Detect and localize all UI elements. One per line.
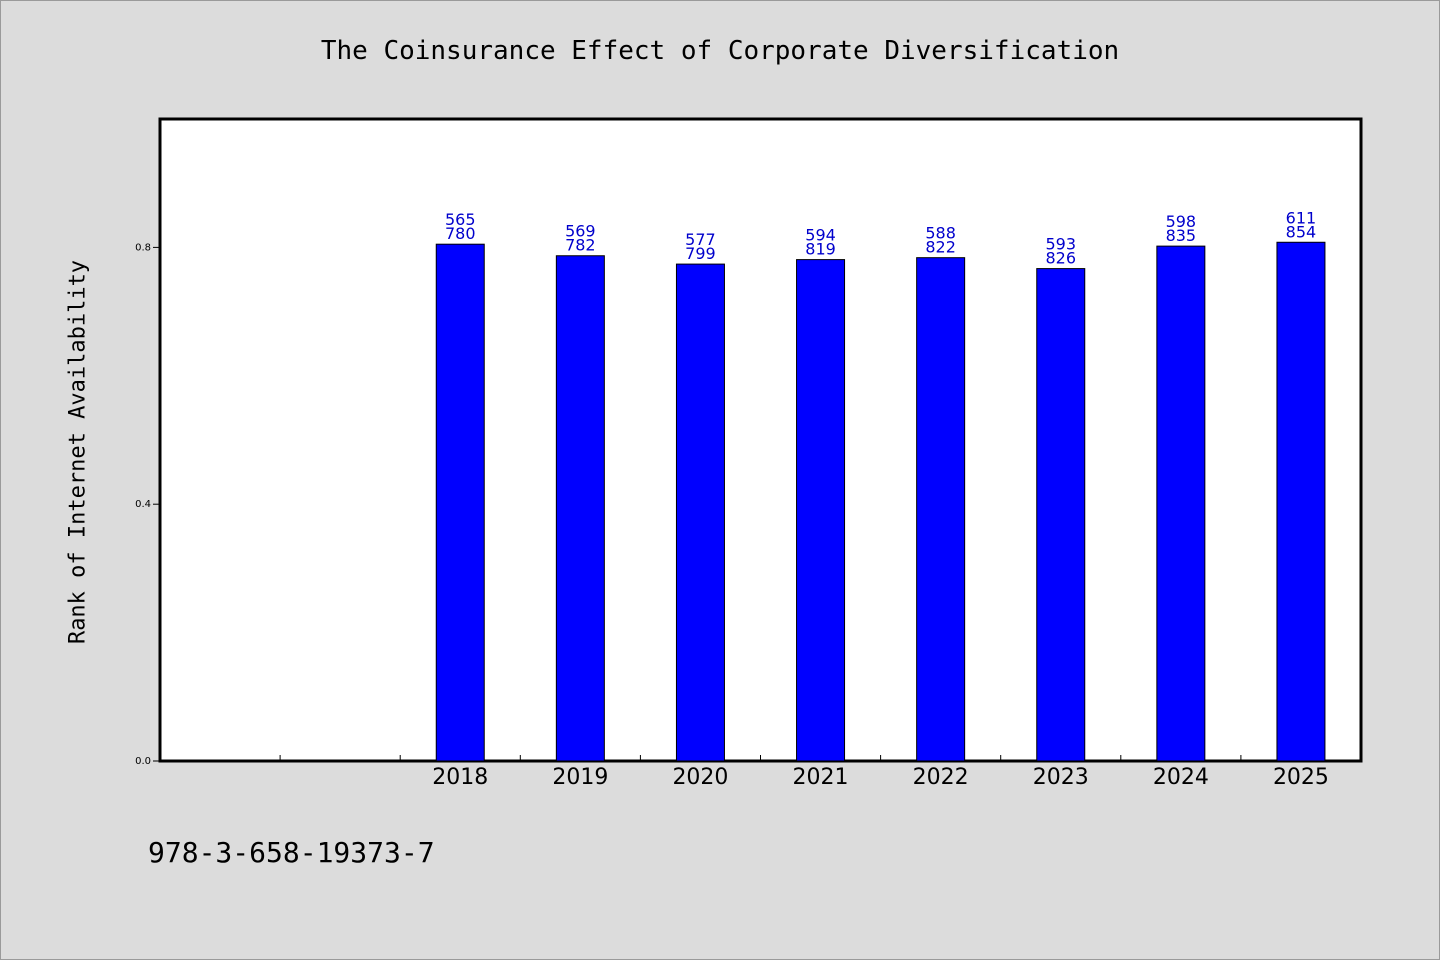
y-tick-label: 0.0: [135, 756, 151, 767]
data-label-top: 593: [1045, 235, 1076, 254]
data-label-top: 565: [445, 210, 476, 229]
data-label-bottom: 819: [805, 240, 836, 259]
footer-code: 978-3-658-19373-7: [148, 836, 435, 869]
x-tick-label: 2022: [913, 765, 969, 790]
bar: [675, 263, 725, 762]
x-tick-label: 2020: [672, 765, 728, 790]
x-tick-label: 2018: [432, 765, 488, 790]
data-label-top: 577: [685, 230, 716, 249]
x-tick-label: 2025: [1273, 765, 1329, 790]
data-label-top: 569: [565, 222, 596, 241]
bar: [1276, 241, 1326, 762]
data-label-bottom: 826: [1045, 249, 1076, 268]
x-tick-label: 2019: [552, 765, 608, 790]
x-tick-label: 2023: [1033, 765, 1089, 790]
data-label-bottom: 822: [925, 238, 956, 257]
bar: [796, 259, 846, 762]
data-label-bottom: 780: [445, 224, 476, 243]
y-tick-label: 0.8: [135, 242, 151, 253]
data-label-bottom: 835: [1166, 226, 1197, 245]
data-label-top: 594: [805, 226, 836, 245]
data-label-bottom: 799: [685, 244, 716, 263]
data-label-bottom: 782: [565, 236, 596, 255]
x-tick-label: 2024: [1153, 765, 1209, 790]
bar: [1036, 268, 1086, 762]
chart-title: The Coinsurance Effect of Corporate Dive…: [320, 36, 1120, 66]
x-tick-label: 2021: [793, 765, 849, 790]
data-label-top: 611: [1286, 208, 1317, 227]
data-label-top: 598: [1166, 212, 1197, 231]
y-tick-label: 0.4: [135, 499, 151, 510]
data-label-bottom: 854: [1286, 222, 1317, 241]
y-axis-title: Rank of Internet Availability: [65, 259, 91, 645]
bar: [916, 257, 966, 762]
bar: [435, 243, 485, 762]
data-label-top: 588: [925, 224, 956, 243]
bar: [555, 255, 605, 762]
bar: [1156, 245, 1206, 762]
axis-ticks: 0.0 0.4 0.8: [135, 242, 1242, 767]
bar-series: [435, 241, 1326, 762]
